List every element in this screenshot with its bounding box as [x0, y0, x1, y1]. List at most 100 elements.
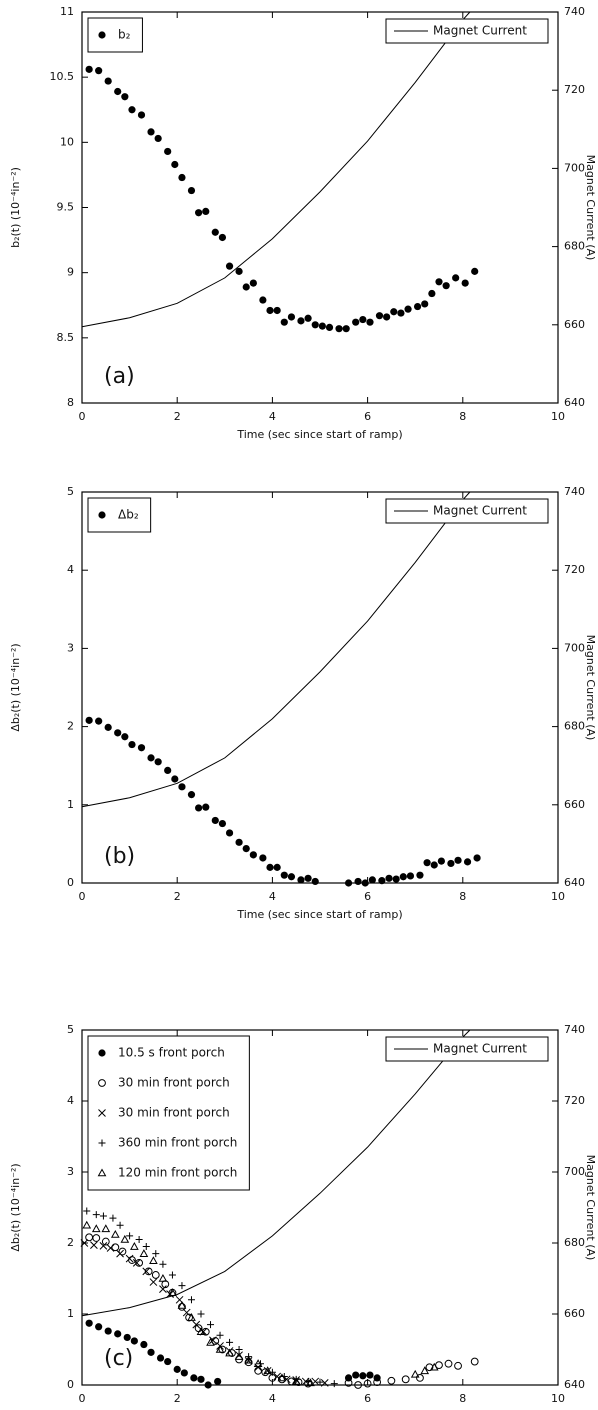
data-point [80, 1239, 89, 1247]
x-tick-label: 4 [269, 410, 276, 423]
legend-marker [98, 1079, 106, 1087]
data-point [95, 67, 103, 75]
data-point [373, 1374, 381, 1382]
data-point [164, 1357, 172, 1366]
data-point [354, 1381, 362, 1389]
legend-marker [98, 1109, 106, 1117]
data-point [173, 1365, 181, 1373]
y-tick-label: 10 [60, 135, 74, 148]
data-point [311, 877, 319, 886]
data-point [287, 313, 296, 321]
data-point [218, 1345, 227, 1354]
magnet-current-line [81, 1029, 471, 1317]
legend-label: Δb₂ [118, 508, 139, 522]
y2-tick-label: 640 [564, 396, 585, 409]
data-point [206, 1337, 215, 1346]
data-point [202, 803, 210, 811]
data-point [207, 1321, 215, 1329]
data-point [154, 134, 162, 143]
legend-label: 120 min front porch [118, 1166, 237, 1180]
data-point [101, 1224, 111, 1233]
data-point [99, 1212, 107, 1220]
data-point [291, 1376, 301, 1385]
data-point [159, 1285, 167, 1294]
data-point [297, 876, 305, 884]
data-point [85, 1233, 94, 1242]
data-point [228, 1349, 236, 1357]
y2-tick-label: 700 [564, 1165, 585, 1178]
data-point [178, 1303, 186, 1311]
data-point [470, 1357, 479, 1366]
x-tick-label: 10 [551, 890, 565, 903]
data-point [234, 1352, 244, 1360]
data-point [344, 879, 353, 887]
data-point [430, 861, 438, 869]
data-point [429, 1362, 439, 1371]
y-tick-label: 1 [67, 798, 74, 811]
data-point [182, 1308, 191, 1317]
panel-label: (a) [104, 364, 135, 389]
y2-tick-label: 720 [564, 83, 585, 96]
data-point [164, 766, 172, 774]
y2-axis-label: Magnet Current (A) [584, 635, 597, 741]
data-point [116, 1249, 124, 1258]
y-tick-label: 11 [60, 5, 74, 18]
data-point [132, 1259, 141, 1267]
data-point [147, 1348, 155, 1356]
data-point [215, 1344, 225, 1353]
data-point [392, 875, 400, 883]
data-point [95, 717, 103, 725]
data-point [344, 1378, 353, 1387]
data-point [142, 1243, 150, 1251]
data-point [149, 1278, 158, 1286]
x-tick-label: 0 [79, 890, 86, 903]
data-point [249, 851, 257, 859]
data-point [99, 1241, 108, 1250]
data-point [85, 65, 93, 73]
data-point [280, 318, 288, 326]
legend-box [87, 1035, 250, 1191]
data-point [259, 854, 267, 862]
data-point [410, 1369, 420, 1378]
data-point [263, 1366, 272, 1375]
y-axis-label: Δb₂(t) (10⁻⁴in⁻²) [9, 1163, 22, 1251]
y-tick-label: 4 [67, 1094, 74, 1107]
data-point [330, 1380, 338, 1388]
data-point [242, 283, 250, 291]
data-point [423, 859, 431, 867]
data-point [195, 804, 203, 812]
x-tick-label: 6 [364, 410, 371, 423]
data-point [259, 296, 267, 304]
data-point [190, 1374, 198, 1382]
data-point [120, 1234, 130, 1243]
data-point [111, 1243, 120, 1252]
plot-frame [81, 11, 559, 404]
data-point [214, 1377, 222, 1386]
data-point [280, 871, 288, 879]
data-point [140, 1340, 148, 1349]
data-point [149, 1256, 158, 1265]
data-point [354, 877, 362, 886]
data-point [121, 93, 129, 101]
data-point [249, 279, 257, 287]
data-point [218, 233, 227, 242]
data-point [416, 871, 424, 879]
y2-tick-label: 740 [564, 485, 585, 498]
plot-frame [81, 491, 559, 884]
data-point [235, 1346, 243, 1353]
data-point [413, 302, 422, 311]
data-point [225, 829, 234, 837]
legend-label: Magnet Current [433, 504, 527, 518]
legend-marker [98, 31, 106, 39]
y2-tick-label: 740 [564, 5, 585, 18]
data-point [273, 863, 281, 871]
data-point [404, 305, 412, 313]
x-tick-label: 4 [269, 890, 276, 903]
legend-marker [98, 511, 106, 519]
y-tick-label: 10.5 [50, 70, 75, 83]
y2-tick-label: 640 [564, 876, 585, 889]
x-tick-label: 2 [174, 410, 181, 423]
legend-label: 30 min front porch [118, 1076, 230, 1090]
data-point [159, 1260, 167, 1268]
